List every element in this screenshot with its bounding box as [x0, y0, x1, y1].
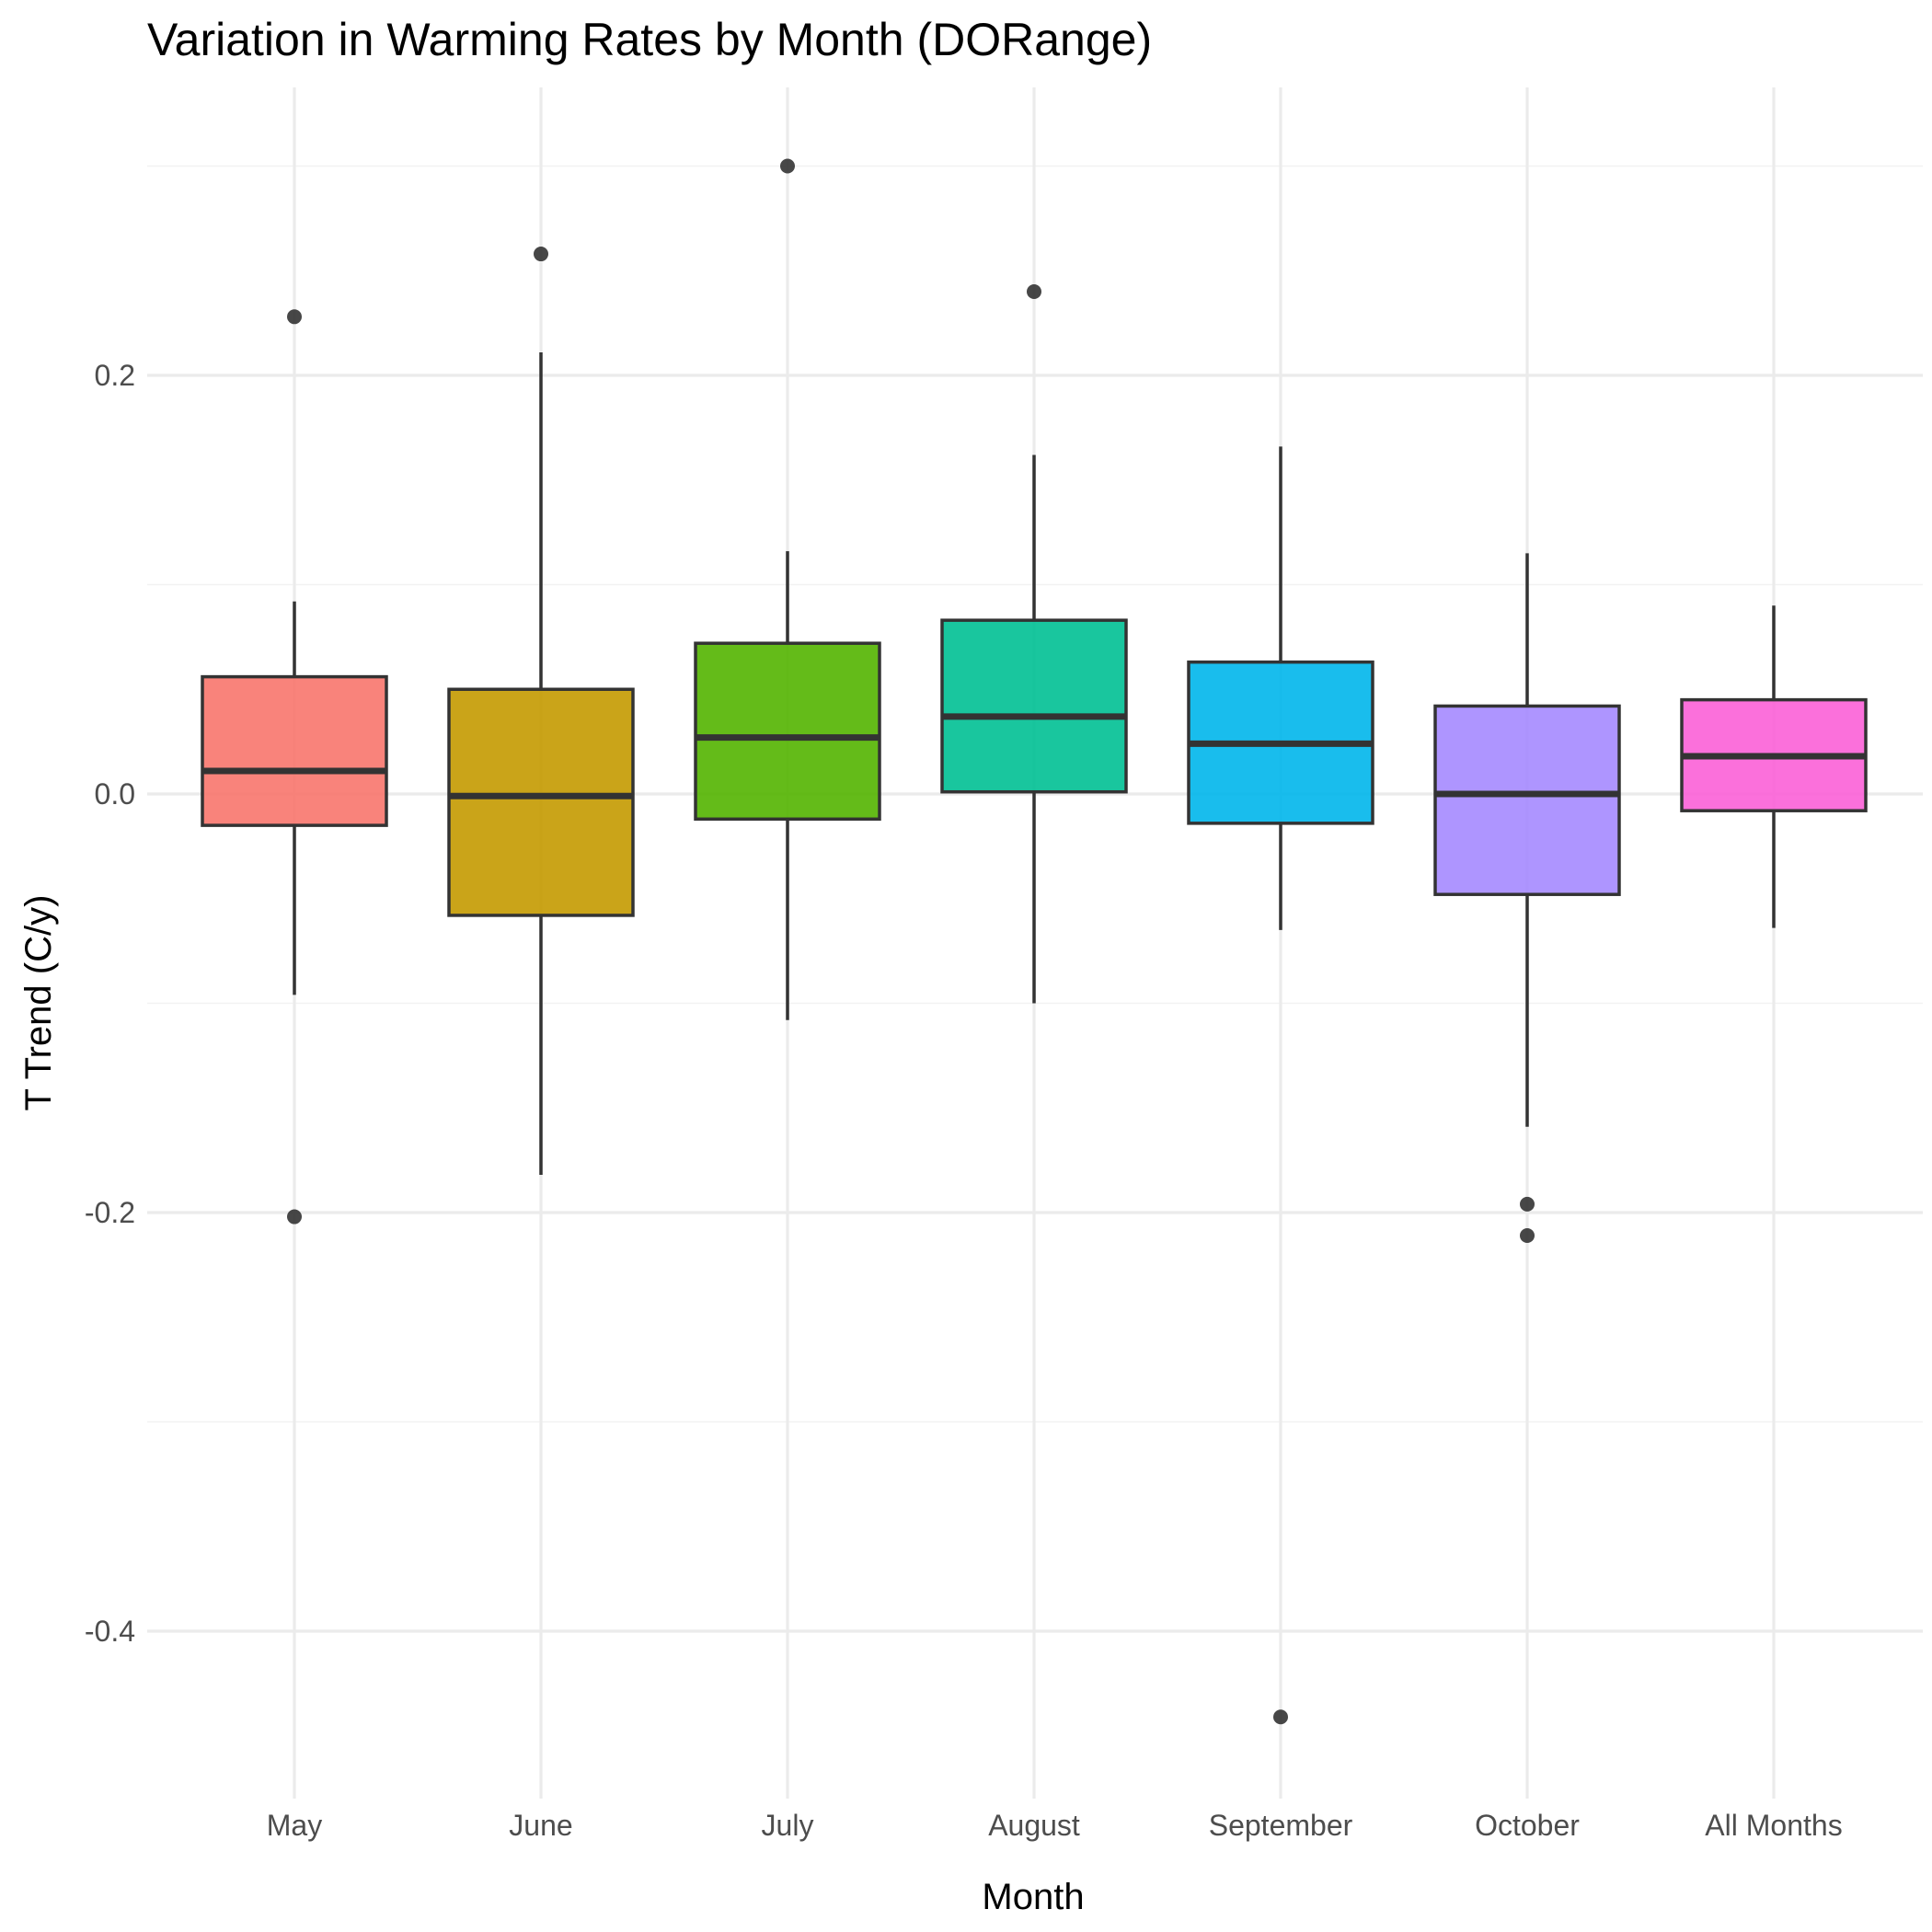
interquartile-box	[201, 674, 388, 827]
outlier-point	[534, 247, 548, 262]
x-tick-label: May	[267, 1809, 322, 1842]
outlier-point	[1273, 1709, 1288, 1725]
x-tick-label: August	[988, 1809, 1080, 1842]
box-june	[447, 247, 635, 1176]
box-august	[940, 284, 1128, 1004]
outlier-point	[287, 309, 302, 325]
y-axis-title: T Trend (C/y)	[18, 895, 59, 1111]
interquartile-box	[447, 687, 635, 917]
interquartile-box	[940, 618, 1128, 794]
y-tick-label: -0.2	[85, 1196, 135, 1229]
boxes-layer	[201, 158, 1868, 1725]
box-july	[694, 158, 881, 1020]
x-tick-labels: May June July August September October All Mon…	[267, 1809, 1843, 1842]
box-may	[201, 309, 388, 1225]
y-tick-label: 0.2	[95, 359, 135, 392]
box-all-months	[1680, 605, 1868, 928]
interquartile-box	[694, 641, 881, 822]
x-axis-title: Month	[982, 1877, 1084, 1917]
interquartile-box	[1433, 704, 1621, 896]
x-tick-label: October	[1475, 1809, 1580, 1842]
outlier-point	[1520, 1228, 1535, 1244]
y-tick-label: -0.4	[85, 1615, 135, 1648]
x-tick-label: June	[509, 1809, 572, 1842]
outlier-point	[780, 158, 795, 174]
x-tick-label: July	[762, 1809, 814, 1842]
y-tick-labels: 0.2 0.0 -0.2 -0.4	[85, 359, 135, 1648]
x-tick-label: All Months	[1705, 1809, 1842, 1842]
outlier-point	[1520, 1196, 1535, 1212]
x-tick-label: September	[1209, 1809, 1353, 1842]
box-september	[1187, 446, 1374, 1725]
chart-title: Variation in Warming Rates by Month (DOR…	[147, 14, 1152, 65]
y-tick-label: 0.0	[95, 777, 135, 811]
outlier-point	[287, 1209, 302, 1225]
outlier-point	[1027, 284, 1041, 299]
box-october	[1433, 553, 1621, 1244]
